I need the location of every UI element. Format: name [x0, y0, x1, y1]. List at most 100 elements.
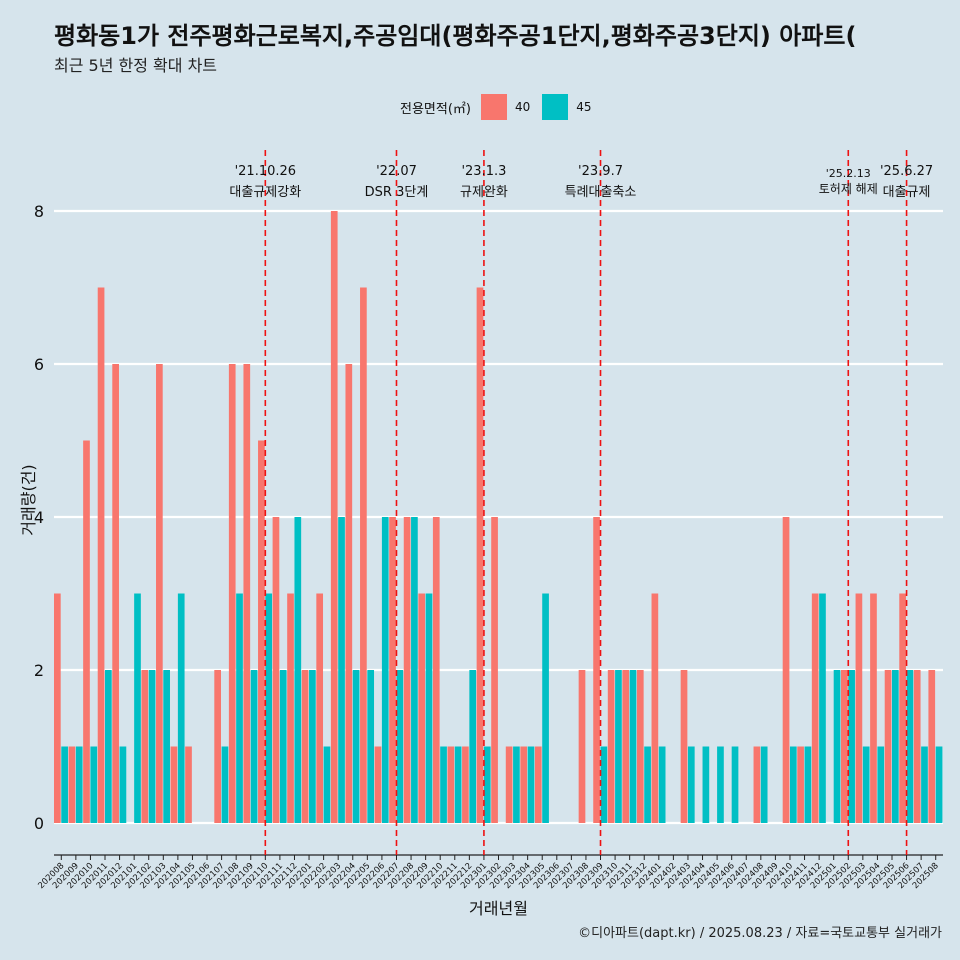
event-label-1: DSR 3단계	[365, 185, 429, 200]
bar-40-202211	[447, 746, 455, 823]
bar-45-202012	[119, 746, 127, 823]
bar-40-202107	[214, 670, 221, 823]
bar-45-202201	[309, 670, 316, 823]
bar-45-202203	[338, 517, 345, 823]
bar-40-202008	[54, 593, 61, 823]
bar-40-202401	[651, 593, 659, 823]
bar-40-202412	[811, 593, 819, 823]
bar-45-202209	[425, 593, 433, 823]
bar-40-202205	[360, 287, 367, 823]
bar-40-202312	[636, 670, 644, 823]
bar-45-202208	[411, 517, 418, 823]
bar-45-202202	[323, 746, 331, 823]
bar-45-202211	[454, 746, 462, 823]
event-date-1: '22.07	[376, 164, 417, 179]
bar-45-202408	[760, 746, 768, 823]
bar-45-202207	[396, 670, 404, 823]
bar-40-202309	[593, 517, 600, 823]
event-date-3: '23.9.7	[578, 164, 623, 179]
bar-40-202411	[797, 746, 804, 823]
bar-45-202205	[367, 670, 375, 823]
bar-45-202310	[615, 670, 622, 823]
bar-40-202011	[97, 287, 105, 823]
bar-45-202404	[702, 746, 710, 823]
bar-45-202303	[513, 746, 520, 823]
bar-45-202403	[687, 746, 695, 823]
bar-40-202506	[899, 593, 906, 823]
y-tick-label: 4	[34, 508, 44, 527]
bar-45-202009	[75, 746, 83, 823]
event-label-5: 대출규제	[883, 185, 931, 200]
bar-45-202304	[527, 746, 535, 823]
y-tick-label: 2	[34, 661, 44, 680]
bar-45-202501	[833, 670, 841, 823]
legend-swatch-40	[480, 94, 507, 120]
bar-40-202105	[185, 746, 192, 823]
bar-40-202410	[782, 517, 790, 823]
bar-45-202410	[789, 746, 797, 823]
event-label-3: 특례대출축소	[565, 185, 637, 200]
bar-45-202107	[221, 746, 229, 823]
bar-45-202011	[105, 670, 112, 823]
bar-45-202508	[935, 746, 943, 823]
bar-45-202212	[469, 670, 477, 823]
bar-40-202112	[287, 593, 294, 823]
bar-45-202401	[658, 746, 666, 823]
bar-40-202104	[170, 746, 178, 823]
bar-40-202408	[753, 746, 761, 823]
bar-45-202405	[717, 746, 724, 823]
legend: 전용면적(㎡) 40 45	[400, 94, 604, 120]
bar-40-202102	[141, 670, 149, 823]
bar-40-202202	[316, 593, 324, 823]
bar-40-202310	[607, 670, 615, 823]
bar-45-202112	[294, 517, 302, 823]
bar-45-202109	[250, 670, 258, 823]
bar-40-202503	[855, 593, 863, 823]
bar-45-202206	[381, 517, 389, 823]
event-label-2: 규제완화	[460, 185, 508, 200]
bar-40-202012	[112, 364, 119, 823]
bar-40-202203	[330, 211, 338, 823]
bar-40-202109	[243, 364, 251, 823]
bar-40-202201	[301, 670, 309, 823]
bar-40-202304	[520, 746, 528, 823]
bar-40-202508	[928, 670, 936, 823]
bar-45-202108	[236, 593, 243, 823]
bar-45-202102	[148, 670, 156, 823]
bar-45-202406	[731, 746, 739, 823]
bar-40-202301	[476, 287, 484, 823]
bar-40-202010	[83, 440, 90, 823]
bar-40-202305	[534, 746, 542, 823]
bar-40-202403	[680, 670, 688, 823]
y-tick-label: 6	[34, 355, 44, 374]
event-label-0: 대출규제강화	[229, 185, 301, 200]
bar-45-202305	[542, 593, 549, 823]
bar-45-202503	[862, 746, 870, 823]
y-axis-title: 거래량(건)	[19, 464, 38, 535]
event-date-0: '21.10.26	[235, 164, 296, 179]
y-tick-label: 0	[34, 814, 44, 833]
legend-title: 전용면적(㎡)	[400, 101, 471, 117]
event-date-2: '23.1.3	[461, 164, 506, 179]
bar-40-202507	[913, 670, 921, 823]
bar-40-202505	[884, 670, 892, 823]
bar-40-202206	[374, 746, 382, 823]
bar-40-202502	[840, 670, 848, 823]
bar-45-202104	[177, 593, 185, 823]
bar-40-202212	[462, 746, 469, 823]
bar-45-202210	[440, 746, 447, 823]
chart-title: 평화동1가 전주평화근로복지,주공임대(평화주공1단지,평화주공3단지) 아파트…	[54, 22, 857, 50]
bar-45-202309	[600, 746, 608, 823]
bar-40-202108	[228, 364, 236, 823]
bar-40-202302	[491, 517, 498, 823]
bar-40-202303	[505, 746, 513, 823]
event-date-5: '25.6.27	[880, 164, 933, 179]
chart-subtitle: 최근 5년 한정 확대 차트	[54, 56, 218, 75]
bar-45-202204	[352, 670, 360, 823]
bar-45-202010	[90, 746, 98, 823]
bar-40-202103	[156, 364, 163, 823]
bar-45-202101	[134, 593, 141, 823]
bar-45-202301	[483, 746, 491, 823]
bar-45-202111	[279, 670, 287, 823]
bar-45-202505	[891, 670, 899, 823]
